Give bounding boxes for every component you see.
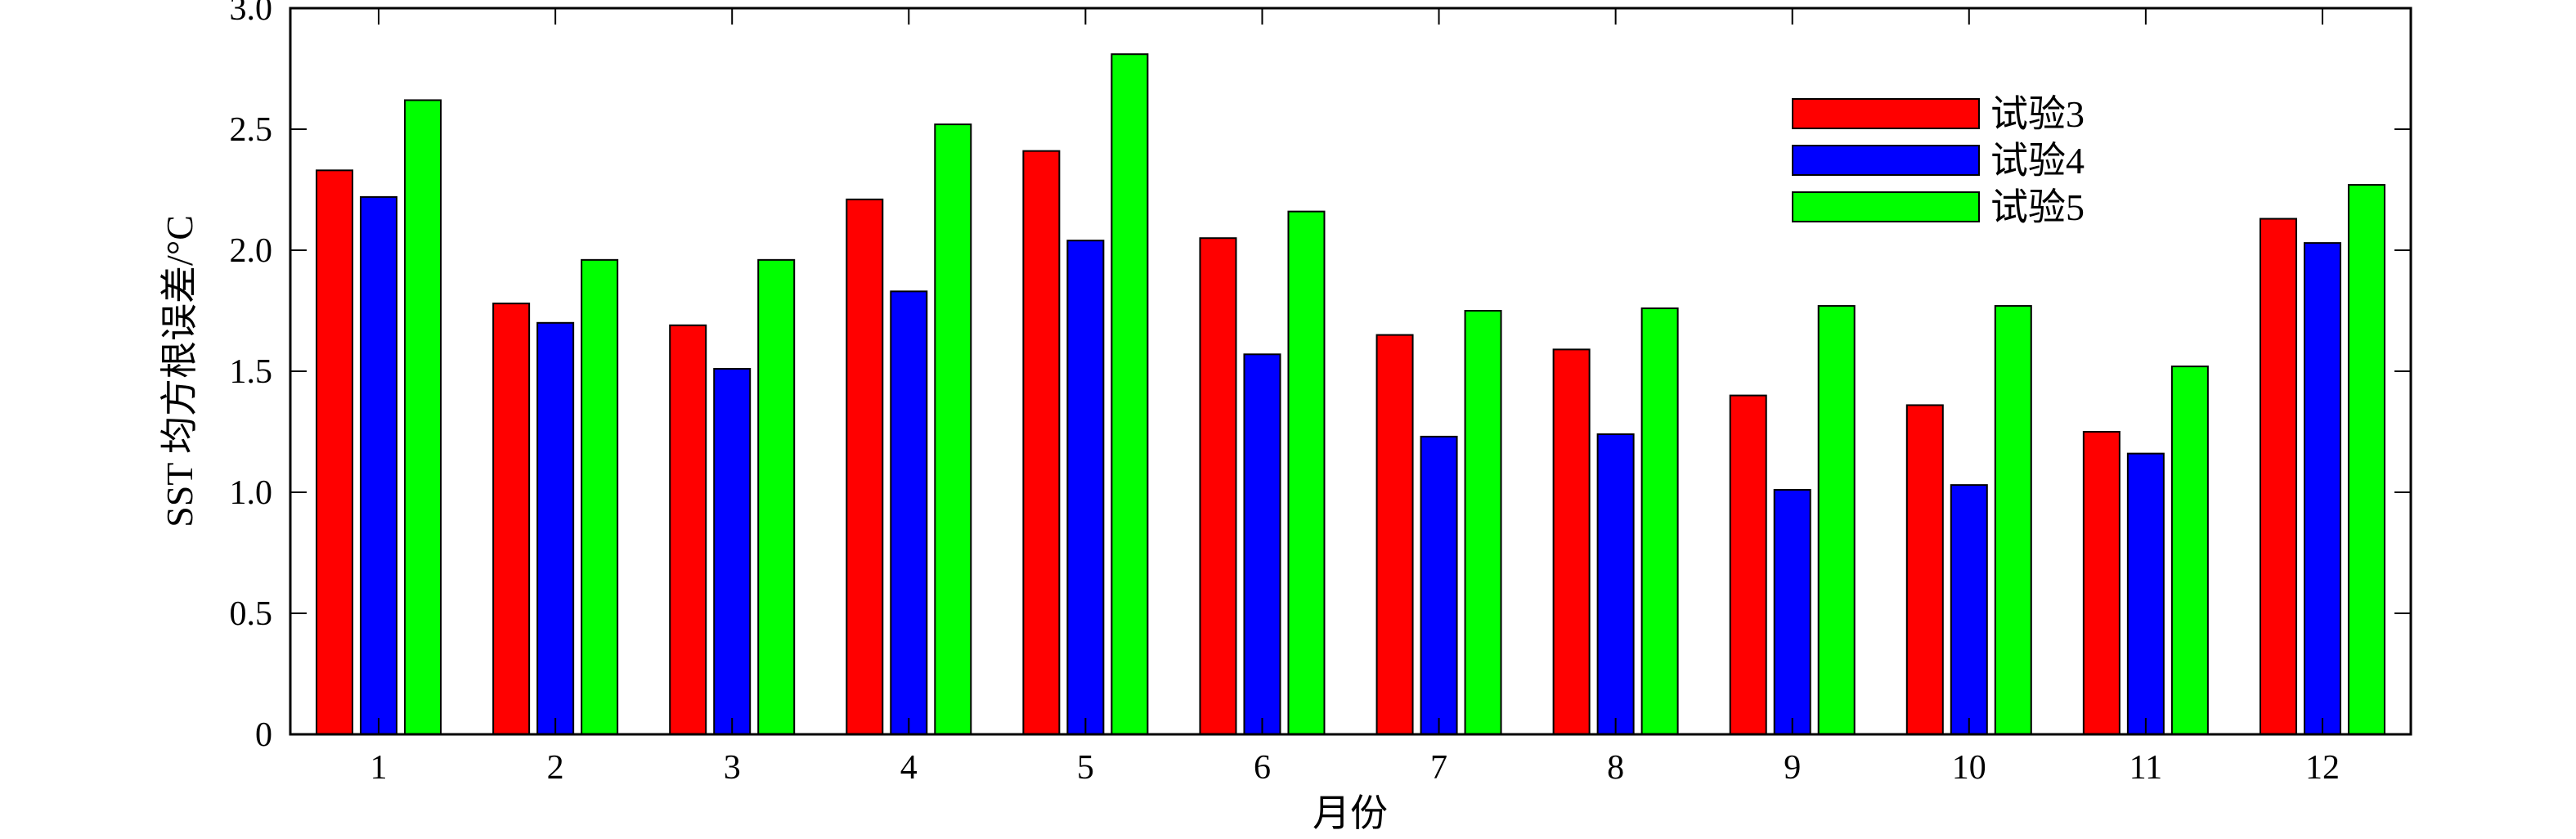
- bar-series2-month-3: [713, 368, 752, 735]
- x-tick-label: 3: [724, 749, 741, 787]
- bar-series3-month-1: [404, 99, 442, 736]
- bar-series3-month-7: [1464, 310, 1502, 735]
- legend-swatch-series3: [1792, 191, 1980, 222]
- legend-label-series3: 试验5: [1990, 186, 2085, 228]
- bar-series2-month-7: [1420, 435, 1458, 735]
- bar-series1-month-6: [1199, 237, 1237, 735]
- legend-swatch-series2: [1792, 145, 1980, 176]
- bar-series3-month-2: [581, 258, 619, 735]
- bar-series3-month-4: [934, 123, 972, 735]
- y-tick-label: 1.5: [230, 353, 273, 391]
- bars-group: [316, 53, 2385, 736]
- bar-series1-month-12: [2259, 218, 2297, 735]
- y-axis-label: SST 均方根误差/°C: [159, 215, 200, 527]
- legend-label-series2: 试验4: [1990, 140, 2085, 182]
- y-tick-label: 2.0: [230, 232, 273, 270]
- bar-series3-month-9: [1817, 305, 1856, 735]
- x-tick-label: 6: [1254, 749, 1271, 787]
- bar-series1-month-4: [846, 198, 884, 735]
- x-tick-labels: 1 2 3 4 5 6 7 8 9 10 11 12: [370, 749, 2340, 787]
- bar-series1-month-1: [316, 169, 354, 735]
- x-tick-label: 10: [1952, 749, 1986, 787]
- y-tick-label: 0.5: [230, 595, 273, 633]
- y-tick-label: 0: [255, 716, 272, 754]
- bar-series3-month-12: [2347, 184, 2385, 735]
- x-axis-label: 月份: [1313, 792, 1388, 834]
- bar-series2-month-8: [1596, 433, 1635, 736]
- x-tick-label: 4: [900, 749, 918, 787]
- x-tick-label: 8: [1607, 749, 1624, 787]
- bar-series2-month-11: [2126, 452, 2165, 735]
- bar-series1-month-7: [1376, 334, 1414, 735]
- x-tick-label: 7: [1430, 749, 1447, 787]
- y-tick-label: 3.0: [230, 0, 273, 28]
- legend-swatch-series1: [1792, 98, 1980, 129]
- bar-series2-month-9: [1773, 489, 1811, 735]
- x-tick-label: 1: [370, 749, 388, 787]
- bar-series1-month-9: [1729, 394, 1767, 735]
- bar-series2-month-2: [536, 321, 575, 735]
- x-tick-label: 5: [1077, 749, 1094, 787]
- x-tick-label: 11: [2129, 749, 2162, 787]
- bar-series1-month-8: [1552, 348, 1591, 735]
- y-tick-labels: 0 0.5 1.0 1.5 2.0 2.5 3.0: [230, 0, 273, 754]
- bar-series3-month-11: [2170, 366, 2209, 735]
- bar-series3-month-8: [1640, 307, 1679, 736]
- x-tick-label: 2: [547, 749, 564, 787]
- bar-series2-month-10: [1950, 484, 1988, 735]
- y-tick-label: 1.0: [230, 474, 273, 512]
- x-tick-label: 12: [2305, 749, 2340, 787]
- bar-series2-month-1: [360, 195, 398, 735]
- ticks-group: [290, 7, 2411, 735]
- bar-series1-month-3: [669, 324, 707, 735]
- bar-series2-month-4: [890, 290, 928, 735]
- bar-series3-month-5: [1111, 53, 1149, 736]
- y-tick-label: 2.5: [230, 111, 273, 149]
- bar-series1-month-5: [1022, 150, 1061, 735]
- bar-series2-month-6: [1243, 353, 1281, 735]
- bar-series3-month-6: [1287, 210, 1326, 735]
- x-tick-label: 9: [1784, 749, 1801, 787]
- legend-label-series1: 试验3: [1990, 93, 2085, 135]
- bar-series1-month-2: [492, 303, 531, 735]
- bar-series2-month-5: [1066, 240, 1105, 736]
- bar-series3-month-10: [1994, 305, 2032, 735]
- bar-series1-month-10: [1905, 404, 1944, 735]
- bar-series1-month-11: [2082, 431, 2120, 735]
- bar-series3-month-3: [757, 258, 796, 735]
- bar-series2-month-12: [2303, 242, 2341, 735]
